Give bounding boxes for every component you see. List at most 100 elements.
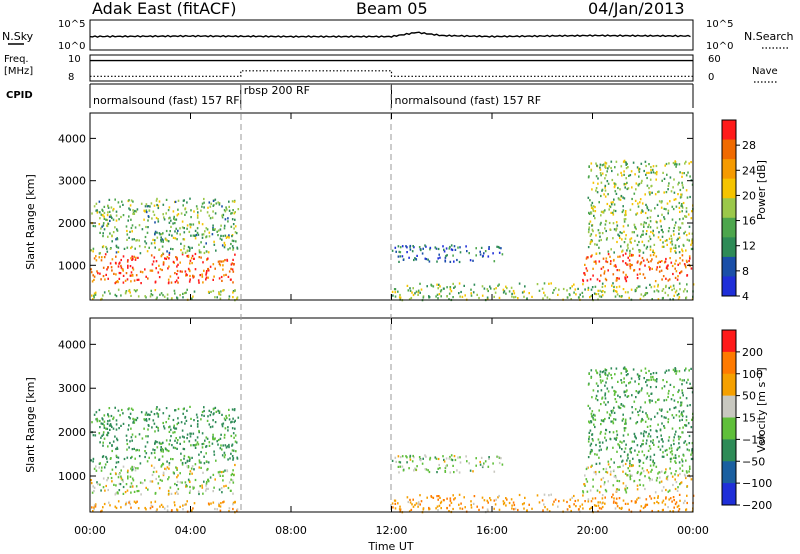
power-cell: [115, 214, 118, 217]
velocity-cell: [151, 426, 153, 429]
power-cell: [642, 230, 644, 233]
power-cell: [611, 178, 614, 182]
power-cell: [667, 184, 670, 187]
velocity-cell: [614, 418, 617, 421]
velocity-cell: [448, 510, 450, 513]
velocity-cell: [629, 450, 632, 453]
velocity-cell: [232, 507, 234, 511]
velocity-cell: [398, 471, 400, 474]
velocity-cell: [187, 478, 190, 481]
power-cell: [158, 200, 161, 203]
velocity-cell: [168, 467, 170, 470]
power-cell: [144, 245, 146, 249]
power-cell: [196, 231, 199, 234]
power-cell: [409, 246, 411, 249]
velocity-cell: [644, 367, 647, 370]
power-cell: [587, 288, 590, 291]
velocity-cell: [592, 418, 595, 421]
power-cell: [114, 293, 117, 296]
velocity-cell: [599, 370, 602, 373]
power-cell: [675, 221, 677, 224]
velocity-cell: [160, 450, 163, 453]
power-cell: [684, 264, 687, 267]
power-cell: [198, 220, 200, 224]
power-cell: [120, 266, 123, 269]
velocity-cell: [673, 385, 675, 389]
power-cell: [93, 294, 95, 297]
velocity-cell: [402, 469, 405, 472]
power-cell: [617, 173, 619, 176]
power-cell: [130, 280, 132, 283]
power-cell: [524, 285, 526, 288]
velocity-cell: [125, 501, 128, 504]
power-cell: [111, 258, 114, 261]
power-cell: [223, 274, 225, 277]
velocity-cell: [622, 417, 625, 421]
velocity-cell: [684, 475, 687, 478]
power-cell: [453, 286, 455, 289]
power-cell: [222, 234, 224, 238]
velocity-cell: [127, 475, 129, 478]
power-cell: [425, 245, 427, 248]
velocity-cell: [206, 480, 208, 484]
velocity-cell: [599, 432, 602, 435]
power-cell: [675, 165, 677, 168]
power-cell: [592, 274, 594, 277]
y-tick-label: 1000: [58, 470, 86, 483]
velocity-cell: [656, 476, 659, 480]
power-cell: [650, 171, 652, 174]
velocity-cell: [222, 444, 224, 447]
power-cell: [223, 209, 226, 212]
power-cell: [487, 289, 489, 293]
power-cell: [677, 237, 679, 240]
power-cell: [686, 196, 689, 199]
velocity-cell: [231, 472, 234, 475]
power-cell: [521, 291, 524, 294]
velocity-cell: [233, 409, 236, 412]
power-cell: [156, 236, 159, 239]
power-cell: [222, 260, 225, 263]
velocity-cell: [112, 427, 115, 430]
velocity-cell: [513, 503, 516, 507]
velocity-cell: [136, 416, 139, 420]
velocity-cell: [138, 455, 141, 458]
velocity-cell: [569, 505, 571, 508]
velocity-cell: [172, 431, 174, 434]
velocity-cell: [679, 499, 681, 502]
velocity-cell: [688, 449, 690, 452]
velocity-cell: [619, 440, 621, 443]
power-cell: [672, 272, 674, 276]
velocity-cell: [109, 423, 112, 426]
power-cell: [672, 161, 675, 165]
velocity-cell: [167, 417, 170, 420]
velocity-cell: [678, 493, 681, 496]
velocity-cell: [597, 390, 599, 393]
power-cell: [690, 247, 693, 251]
power-cell: [610, 260, 612, 263]
velocity-cell: [122, 492, 125, 495]
velocity-cell: [128, 407, 130, 410]
power-cell: [115, 238, 117, 241]
power-cell: [640, 293, 643, 296]
power-cell: [211, 233, 214, 236]
velocity-cell: [224, 453, 226, 457]
power-cell: [681, 172, 684, 175]
power-cell: [681, 259, 684, 262]
power-cell: [500, 247, 502, 250]
velocity-cell: [615, 400, 618, 403]
power-cell: [101, 225, 103, 228]
velocity-cell: [620, 455, 622, 458]
power-cell: [194, 252, 197, 256]
velocity-cell: [115, 455, 118, 459]
power-cell: [438, 283, 440, 286]
velocity-cell: [128, 501, 130, 504]
velocity-cell: [196, 425, 199, 428]
velocity-cell: [481, 506, 484, 509]
velocity-cell: [409, 498, 411, 501]
power-cell: [592, 207, 594, 211]
power-cell: [394, 291, 397, 294]
power-cell: [103, 291, 106, 294]
power-cell: [648, 187, 650, 190]
power-cell: [692, 283, 695, 286]
power-cell: [120, 258, 122, 262]
